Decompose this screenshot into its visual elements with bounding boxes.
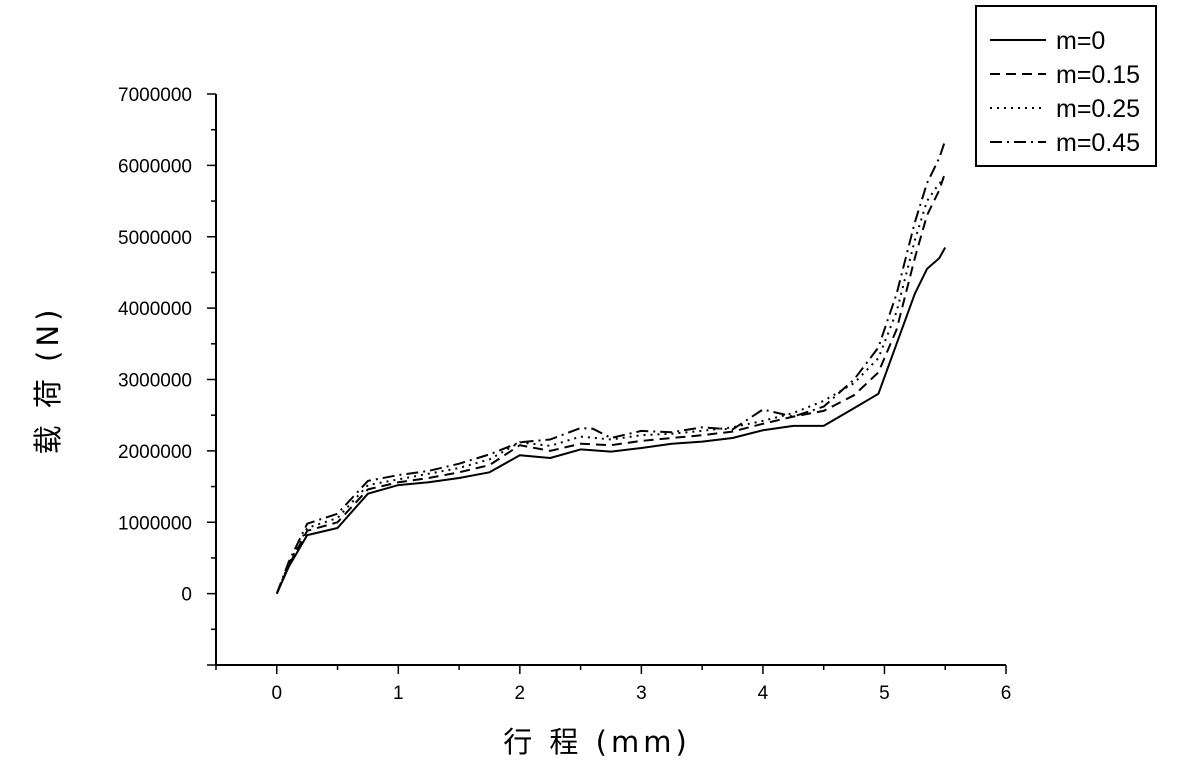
series-line-m-0-25 [275, 178, 946, 594]
y-tick-label: 7000000 [118, 85, 192, 106]
y-tick-label: 2000000 [118, 442, 192, 463]
x-tick-label: 0 [271, 683, 282, 704]
x-tick-label: 2 [515, 683, 526, 704]
series-line-m-0 [275, 247, 947, 595]
legend-label: m=0.25 [1056, 95, 1140, 123]
legend-label: m=0.45 [1056, 129, 1140, 157]
legend: m=0 m=0.15 m=0.25 m=0.45 [975, 5, 1157, 167]
legend-label: m=0 [1056, 27, 1105, 55]
series-line-m-0-15 [275, 172, 947, 594]
x-axis-title: 行 程 (mm) [503, 725, 691, 759]
y-axis-title: 载 荷 (N) [31, 306, 65, 455]
legend-label: m=0.15 [1056, 61, 1140, 89]
axes: 0 1 2 3 4 5 6 0 1000000 2000000 3000000 4000000 5000… [118, 85, 1011, 704]
y-tick-label: 5000000 [118, 228, 192, 249]
x-tick-label: 5 [879, 683, 890, 704]
y-tick-label: 4000000 [118, 299, 192, 320]
y-tick-label: 6000000 [118, 156, 192, 177]
x-tick-label: 4 [758, 683, 769, 704]
series-lines [275, 140, 947, 595]
x-tick-label: 3 [636, 683, 647, 704]
y-tick-label: 3000000 [118, 371, 192, 392]
x-tick-label: 1 [393, 683, 404, 704]
x-tick-label: 6 [1001, 683, 1012, 704]
y-tick-label: 0 [181, 585, 192, 606]
series-line-m-0-45 [275, 140, 947, 594]
legend-box [975, 5, 1157, 167]
y-tick-label: 1000000 [118, 513, 192, 534]
